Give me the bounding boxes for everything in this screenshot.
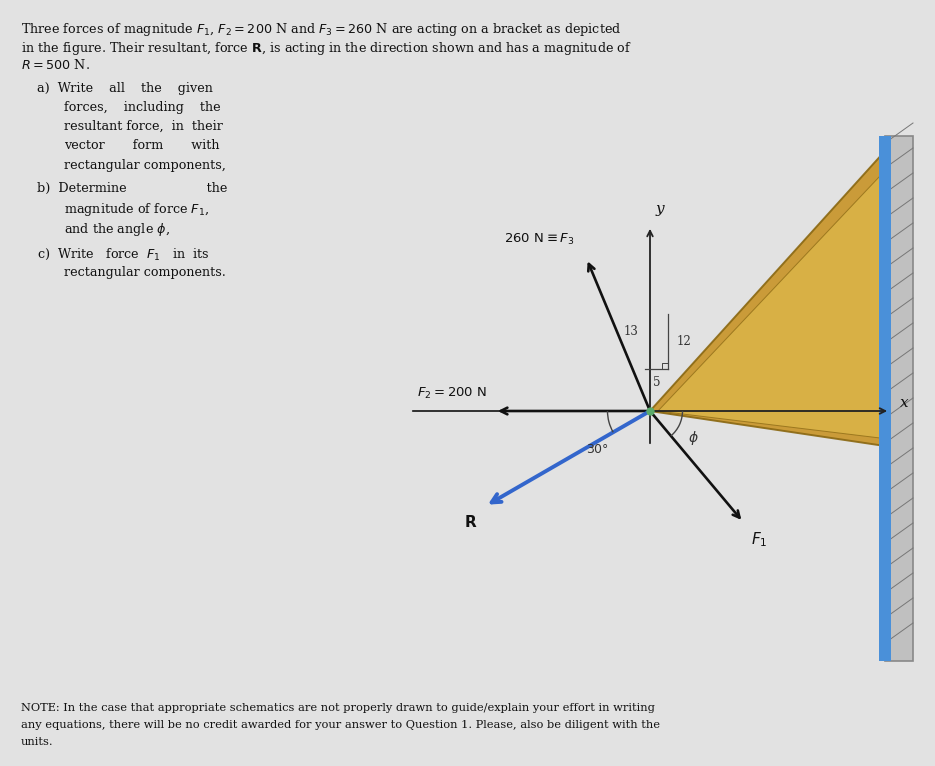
Text: 13: 13 [624,325,639,338]
Text: $260\ \mathrm{N} \equiv F_3$: $260\ \mathrm{N} \equiv F_3$ [504,231,575,247]
Text: forces,    including    the: forces, including the [64,101,221,114]
Text: $30°$: $30°$ [586,443,610,456]
Text: 12: 12 [677,335,692,348]
Text: resultant force,  in  their: resultant force, in their [64,120,223,133]
Polygon shape [650,151,885,446]
Text: c)  Write   force  $F_1$   in  its: c) Write force $F_1$ in its [37,247,210,262]
Text: $\mathbf{R}$: $\mathbf{R}$ [464,514,478,530]
Text: in the figure. Their resultant, force $\mathbf{R}$, is acting in the direction s: in the figure. Their resultant, force $\… [21,40,631,57]
Text: y: y [655,202,664,216]
Text: rectangular components,: rectangular components, [64,159,225,172]
Text: b)  Determine                    the: b) Determine the [37,182,228,195]
Text: vector       form       with: vector form with [64,139,219,152]
Text: Three forces of magnitude $F_1$, $F_2 = 200$ N and $F_3 = 260$ N are acting on a: Three forces of magnitude $F_1$, $F_2 = … [21,21,621,38]
Text: and the angle $\phi$,: and the angle $\phi$, [64,221,169,237]
Text: a)  Write    all    the    given: a) Write all the given [37,82,213,95]
Text: any equations, there will be no credit awarded for your answer to Question 1. Pl: any equations, there will be no credit a… [21,720,659,730]
Text: magnitude of force $F_1$,: magnitude of force $F_1$, [64,201,209,218]
Text: units.: units. [21,737,53,747]
Text: 5: 5 [653,376,660,389]
Text: $R = 500$ N.: $R = 500$ N. [21,58,90,72]
Text: x: x [900,396,909,410]
Polygon shape [658,176,880,438]
Text: NOTE: In the case that appropriate schematics are not properly drawn to guide/ex: NOTE: In the case that appropriate schem… [21,703,654,713]
Polygon shape [885,136,913,661]
Text: $F_2 = 200\ \mathrm{N}$: $F_2 = 200\ \mathrm{N}$ [417,386,487,401]
Polygon shape [879,136,891,661]
Text: rectangular components.: rectangular components. [64,266,225,279]
Text: $\phi$: $\phi$ [688,429,698,447]
Text: $F_1$: $F_1$ [751,530,768,548]
